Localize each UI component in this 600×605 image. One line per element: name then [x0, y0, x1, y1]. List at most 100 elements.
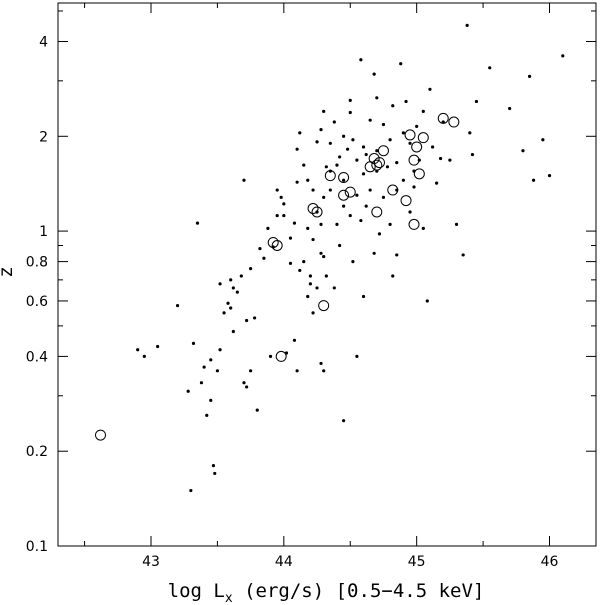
dot-point [527, 74, 532, 78]
dot-point [322, 369, 326, 373]
dot-point [461, 253, 465, 257]
x-axis-title-main: log L [168, 580, 225, 602]
dot-point [322, 109, 326, 113]
dot-point [245, 318, 249, 323]
dot-point [292, 221, 297, 225]
circle-point [338, 171, 350, 183]
circle-point [95, 429, 107, 441]
dot-point [342, 134, 346, 138]
dot-point [268, 354, 273, 359]
y-tick-label: 0.4 [26, 349, 48, 365]
circle-point [387, 184, 399, 196]
circle-point [404, 129, 416, 141]
dot-point [342, 204, 346, 208]
dot-point [408, 210, 412, 214]
dot-point [438, 156, 443, 161]
dot-point [226, 301, 230, 305]
dot-point [195, 221, 200, 225]
dot-point [415, 124, 419, 128]
dot-point [332, 286, 336, 290]
dot-point [361, 172, 366, 176]
dot-point [142, 354, 146, 359]
circle-point [344, 186, 356, 198]
dot-point [342, 419, 346, 423]
dot-point [395, 160, 399, 165]
dot-point [186, 389, 190, 393]
circle-point [275, 350, 287, 362]
dot-point [348, 98, 352, 103]
circle-point [411, 141, 423, 153]
dot-point [391, 104, 395, 108]
circle-point [448, 116, 460, 128]
x-axis-title-sub: x [225, 591, 233, 605]
dot-point [421, 226, 425, 230]
dot-point [175, 303, 180, 308]
dot-point [255, 408, 259, 412]
dot-point [404, 99, 408, 104]
circle-point [311, 206, 323, 218]
dot-point [245, 385, 249, 389]
dot-point [262, 256, 266, 260]
circle-point [318, 300, 330, 312]
dot-point [332, 120, 336, 124]
x-tick-label: 46 [541, 554, 559, 570]
dot-point [465, 23, 469, 27]
dot-point [431, 145, 435, 149]
dot-point [189, 488, 193, 493]
dot-point [508, 106, 512, 111]
data-points [95, 23, 565, 493]
plot-frame [57, 2, 597, 547]
x-axis-title-rest: (erg/s) [0.5−4.5 keV] [233, 580, 485, 602]
y-tick-label: 1 [39, 224, 48, 240]
dot-point [348, 110, 352, 115]
circle-point [408, 218, 420, 230]
dot-point [306, 294, 310, 299]
dot-point [359, 58, 363, 62]
dot-point [319, 251, 323, 255]
dot-point [375, 96, 379, 100]
dot-point [322, 254, 326, 259]
y-axis-title: z [0, 266, 17, 277]
tick-labels: 43 44 45 46 0.1 0.2 0.4 0.6 0.8 1 2 4 [26, 34, 559, 570]
dot-point [209, 358, 213, 362]
dot-point [428, 87, 432, 91]
dot-point [311, 311, 315, 315]
dot-point [306, 178, 310, 182]
circle-point [417, 132, 429, 144]
dot-point [249, 267, 253, 271]
y-tick-label: 0.8 [26, 255, 48, 271]
dot-point [319, 128, 323, 132]
dot-point [361, 294, 366, 299]
dot-point [364, 152, 368, 157]
dot-point [324, 274, 328, 278]
dot-point [401, 178, 405, 182]
circle-point [413, 168, 425, 180]
dot-point [335, 163, 339, 167]
x-tick-label: 43 [142, 554, 160, 570]
dot-point [381, 122, 386, 127]
dot-point [302, 163, 306, 167]
dot-point [348, 213, 352, 218]
dot-point [408, 141, 412, 145]
dot-point [319, 222, 323, 227]
dot-point [311, 237, 315, 242]
dot-point [288, 261, 293, 265]
dot-point [275, 213, 279, 218]
dot-point [292, 338, 297, 342]
y-tick-label: 0.1 [26, 539, 48, 555]
y-tick-label: 4 [39, 34, 48, 50]
dot-point [474, 99, 479, 104]
dot-point [454, 222, 459, 227]
dot-point [199, 381, 204, 385]
circle-point [324, 170, 336, 182]
dot-point [434, 181, 439, 185]
dot-point [328, 188, 332, 192]
dot-point [308, 282, 312, 286]
dot-point [377, 232, 382, 236]
dot-point [249, 369, 253, 373]
dot-point [231, 286, 235, 290]
x-tick-label: 44 [275, 554, 293, 570]
dot-point [306, 226, 310, 230]
circle-point [267, 236, 279, 248]
dot-point [136, 348, 140, 352]
